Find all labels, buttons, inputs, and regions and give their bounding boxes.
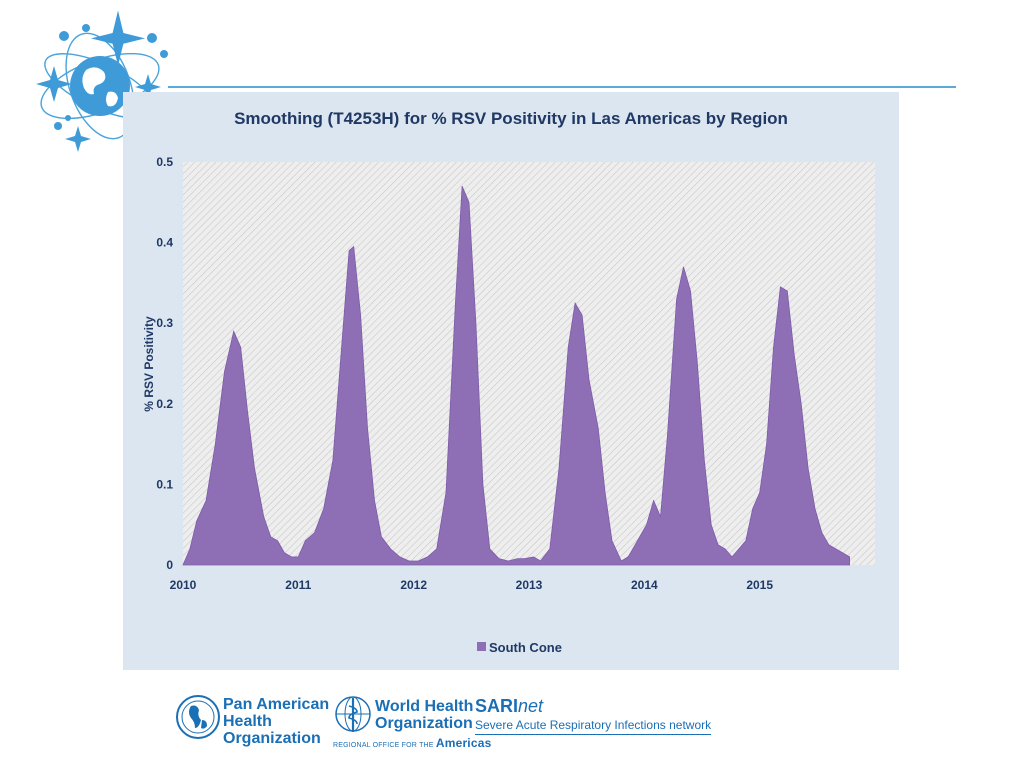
header-rule <box>168 86 956 88</box>
paho-emblem-icon <box>176 695 220 739</box>
who-emblem-icon <box>335 696 371 732</box>
who-name: World Health Organization <box>375 698 473 732</box>
y-tick-label: 0.3 <box>156 316 173 330</box>
who-regional-office: REGIONAL OFFICE FOR THE Americas <box>333 736 491 750</box>
chart-panel: Smoothing (T4253H) for % RSV Positivity … <box>123 92 899 670</box>
legend-swatch-south-cone <box>477 642 486 651</box>
paho-line-2: Health <box>223 713 272 730</box>
sarinet-subtitle: Severe Acute Respiratory Infections netw… <box>475 718 712 732</box>
x-tick-label: 2011 <box>285 578 311 592</box>
sarinet-title: SARInet <box>475 696 543 717</box>
who-line-1: World Health <box>375 698 474 715</box>
sari-italic: net <box>518 696 544 716</box>
who-line-2: Organization <box>375 715 473 732</box>
x-tick-label: 2012 <box>400 578 427 592</box>
globe-satellite-logo <box>36 10 168 152</box>
x-tick-label: 2014 <box>631 578 658 592</box>
paho-line-3: Organization <box>223 730 321 747</box>
y-tick-label: 0 <box>166 558 173 572</box>
y-tick-label: 0.1 <box>156 477 173 491</box>
chart-title: Smoothing (T4253H) for % RSV Positivity … <box>234 109 788 128</box>
who-sub-region: Americas <box>435 736 492 750</box>
x-tick-label: 2013 <box>516 578 543 592</box>
x-tick-label: 2015 <box>746 578 773 592</box>
sarinet-rule <box>475 734 711 735</box>
area-south-cone <box>182 186 850 566</box>
y-tick-label: 0.2 <box>156 397 173 411</box>
rsv-area-chart: Smoothing (T4253H) for % RSV Positivity … <box>142 109 875 655</box>
paho-line-1: Pan American <box>223 696 330 713</box>
sari-bold: SARI <box>475 696 519 716</box>
y-tick-label: 0.4 <box>156 236 173 250</box>
footer-logos: Pan American Health Organization World H… <box>175 692 735 758</box>
legend-label-south-cone: South Cone <box>489 640 562 655</box>
y-tick-label: 0.5 <box>156 155 173 169</box>
paho-name: Pan American Health Organization <box>223 696 329 747</box>
y-axis-label: % RSV Positivity <box>142 316 156 412</box>
x-tick-label: 2010 <box>170 578 197 592</box>
who-sub-prefix: REGIONAL OFFICE FOR THE <box>333 742 434 749</box>
